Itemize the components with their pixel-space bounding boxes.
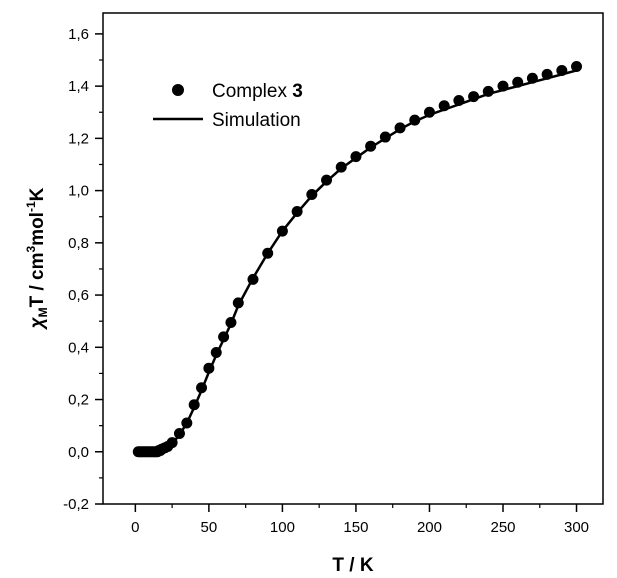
data-point <box>232 297 244 309</box>
x-tick-label: 200 <box>417 519 442 536</box>
x-tick-label: 150 <box>343 519 368 536</box>
data-point <box>571 61 583 73</box>
y-tick-label: 0,8 <box>68 235 89 252</box>
y-axis-ticks: -0,2 0,0 0,2 0,4 0,6 0,8 1,0 1,2 1,4 1,6 <box>63 26 103 513</box>
data-point <box>512 76 524 88</box>
data-point <box>196 382 208 394</box>
data-point <box>394 122 406 134</box>
data-point <box>526 72 538 84</box>
data-point <box>438 100 450 112</box>
data-point <box>225 316 237 328</box>
y-tick-label: 0,0 <box>68 444 89 461</box>
y-tick-label: 0,2 <box>68 392 89 409</box>
data-point <box>291 205 303 217</box>
data-point <box>335 161 347 173</box>
x-tick-label: 0 <box>131 519 139 536</box>
y-tick-label: -0,2 <box>63 496 89 513</box>
data-point <box>203 362 215 374</box>
legend: Complex 3 Simulation <box>153 81 303 131</box>
data-point <box>173 427 185 439</box>
y-tick-label: 1,2 <box>68 130 89 147</box>
data-point <box>247 273 259 285</box>
data-point <box>218 331 230 343</box>
data-point <box>468 91 480 103</box>
y-tick-label: 1,4 <box>68 78 89 95</box>
simulation-series <box>138 69 577 454</box>
data-point <box>453 94 465 106</box>
x-tick-label: 100 <box>270 519 295 536</box>
y-tick-label: 0,6 <box>68 287 89 304</box>
data-point <box>166 437 178 449</box>
y-axis-title: χMT / cm3mol-1K <box>24 187 50 330</box>
data-point <box>541 68 553 80</box>
data-point <box>556 64 568 76</box>
x-tick-label: 300 <box>564 519 589 536</box>
data-point <box>181 417 193 429</box>
y-tick-label: 1,6 <box>68 26 89 43</box>
data-point <box>423 106 435 118</box>
legend-label-complex-3: Complex 3 <box>212 81 303 102</box>
y-tick-label: 0,4 <box>68 339 89 356</box>
plot-frame <box>102 12 604 505</box>
legend-label-simulation: Simulation <box>212 110 301 131</box>
data-point <box>482 85 494 97</box>
data-point <box>210 347 222 359</box>
data-point <box>321 174 333 186</box>
data-point <box>188 399 200 411</box>
data-point <box>379 131 391 143</box>
data-point <box>262 247 274 259</box>
data-point <box>409 114 421 126</box>
data-point <box>306 189 318 201</box>
simulation-line <box>138 69 577 454</box>
x-tick-label: 250 <box>490 519 515 536</box>
data-point <box>497 80 509 92</box>
x-axis-ticks: 0 50 100 150 200 250 300 <box>131 504 589 536</box>
y-tick-label: 1,0 <box>68 183 89 200</box>
data-point <box>350 151 362 163</box>
data-point <box>276 225 288 237</box>
x-axis-title: T / K <box>332 555 373 576</box>
data-point <box>365 140 377 152</box>
x-tick-label: 50 <box>201 519 218 536</box>
legend-marker-complex-3 <box>172 84 184 96</box>
complex-3-series <box>132 61 583 458</box>
